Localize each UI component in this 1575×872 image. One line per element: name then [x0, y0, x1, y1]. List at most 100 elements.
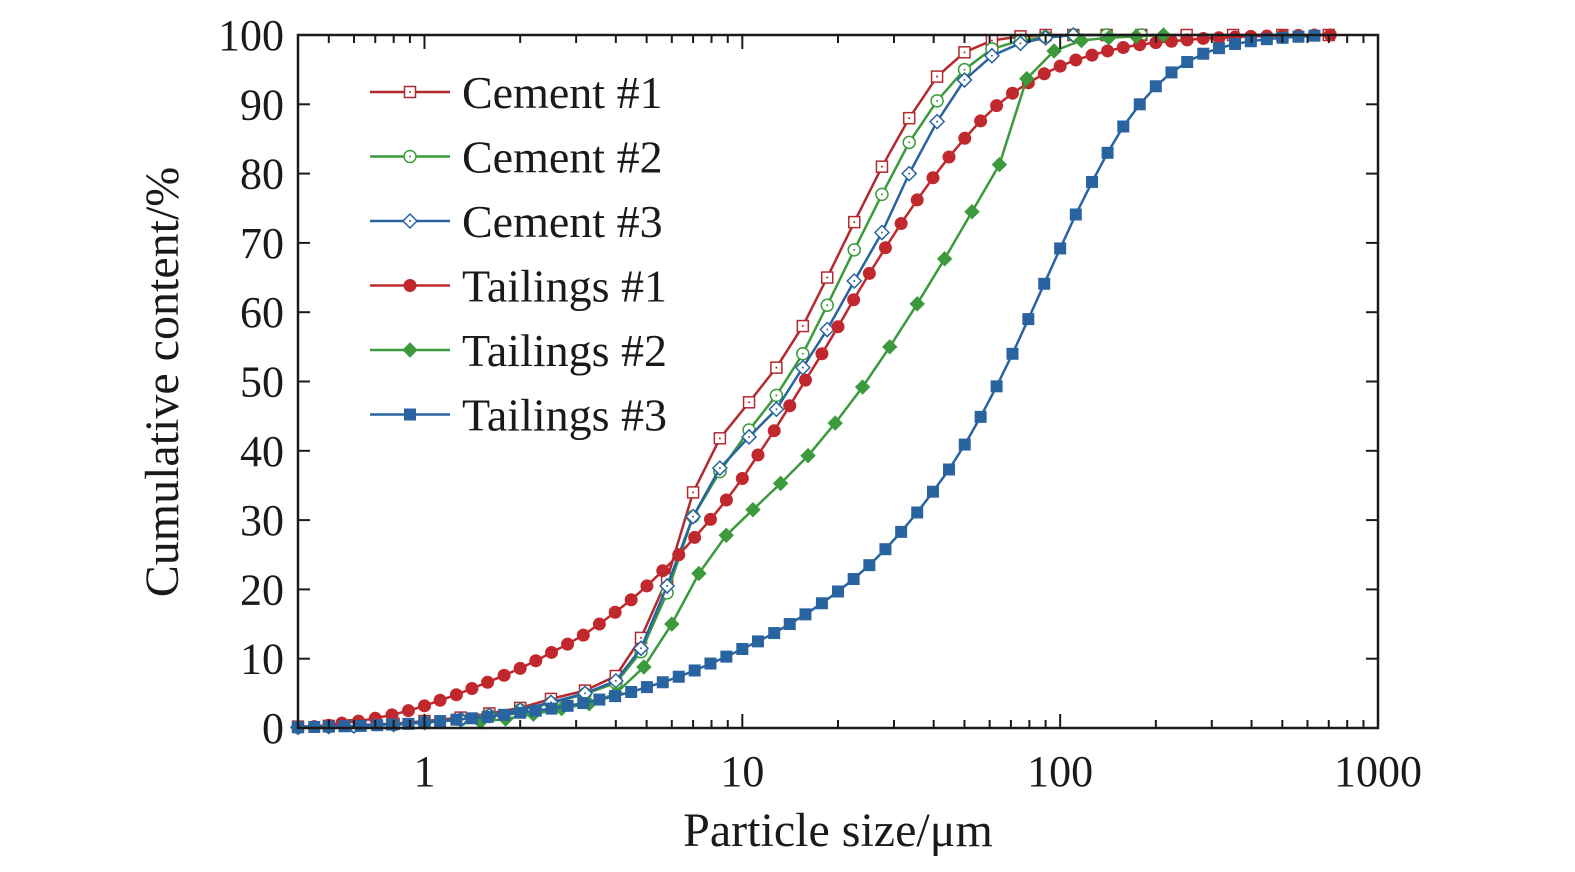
point-tailings-1-51: [1116, 40, 1130, 54]
legend-label-cement-1: Cement #1: [462, 67, 663, 118]
point-tailings-1-49: [1085, 48, 1099, 62]
point-tailings-2-22: [1073, 32, 1090, 49]
point-tailings-3-61: [1260, 33, 1273, 46]
point-tailings-3-32: [799, 608, 812, 621]
point-cement-3-23-center: [963, 79, 966, 82]
point-tailings-3-7: [402, 717, 415, 730]
point-tailings-1-8: [433, 693, 447, 707]
point-tailings-1-14: [529, 654, 543, 668]
point-cement-1-17-center: [801, 325, 804, 328]
point-cement-2-22-center: [936, 99, 939, 102]
x-axis-title: Particle size/μm: [683, 804, 993, 857]
series-line-cement-1: [297, 33, 1329, 728]
point-tailings-1-18: [592, 617, 606, 631]
legend-marker-tailings-2: [402, 342, 418, 358]
x-axis-ticks: 1 10 100 1000: [297, 35, 1422, 796]
point-cement-2-23-center: [963, 68, 966, 71]
point-tailings-3-37: [879, 543, 892, 556]
point-tailings-3-43: [974, 410, 987, 423]
legend-marker-cement-3-center: [409, 220, 411, 222]
point-tailings-3-20: [609, 690, 622, 703]
y-tick-label: 100: [218, 11, 284, 60]
point-tailings-3-51: [1101, 146, 1114, 159]
point-tailings-1-33: [831, 320, 845, 334]
point-tailings-3-3: [338, 720, 351, 733]
point-tailings-2-18: [964, 204, 980, 220]
point-cement-3-15-center: [748, 435, 751, 438]
point-cement-1-23-center: [963, 51, 966, 54]
point-tailings-1-43: [990, 99, 1004, 113]
point-tailings-3-15: [529, 704, 542, 717]
point-tailings-3-14: [514, 706, 527, 719]
point-tailings-2-12: [800, 447, 816, 464]
point-cement-3-21-center: [908, 172, 911, 175]
y-tick-label: 30: [240, 496, 284, 545]
point-cement-3-10-center: [614, 679, 617, 682]
y-tick-label: 60: [240, 288, 284, 337]
series-line-cement-2: [297, 33, 1142, 729]
legend-item-cement-1: Cement #1: [370, 67, 663, 118]
point-tailings-1-35: [862, 266, 876, 280]
point-tailings-1-34: [847, 293, 861, 307]
y-tick-label: 70: [240, 219, 284, 268]
point-tailings-2-8: [691, 565, 707, 582]
point-cement-1-21-center: [908, 117, 911, 120]
point-tailings-3-6: [385, 718, 398, 731]
legend-item-cement-3: Cement #3: [370, 196, 663, 247]
point-tailings-3-39: [911, 506, 924, 519]
point-tailings-1-15: [545, 645, 559, 659]
point-cement-3-9-center: [584, 692, 587, 695]
series-line-cement-3: [297, 33, 1074, 729]
point-tailings-2-16: [909, 296, 925, 312]
y-tick-label: 80: [240, 150, 284, 199]
point-tailings-1-36: [878, 241, 892, 255]
point-tailings-1-23: [672, 548, 686, 562]
y-tick-label: 90: [240, 80, 284, 129]
point-tailings-3-47: [1038, 277, 1051, 290]
point-cement-1-19-center: [853, 221, 856, 224]
legend-label-tailings-1: Tailings #1: [462, 261, 667, 312]
point-cement-2-20-center: [880, 193, 883, 196]
point-tailings-1-6: [401, 704, 415, 718]
legend-label-tailings-3: Tailings #3: [462, 390, 667, 441]
legend-label-tailings-2: Tailings #2: [462, 325, 667, 376]
point-tailings-1-20: [624, 593, 638, 607]
point-tailings-3-49: [1069, 208, 1082, 221]
point-tailings-3-17: [561, 699, 574, 712]
point-tailings-1-38: [910, 193, 924, 207]
point-tailings-3-42: [958, 438, 971, 451]
point-tailings-3-56: [1181, 56, 1194, 69]
point-tailings-3-58: [1212, 42, 1225, 55]
point-cement-3-17-center: [801, 366, 804, 369]
point-tailings-3-45: [1006, 347, 1019, 360]
point-tailings-3-19: [593, 693, 606, 706]
point-cement-1-14-center: [718, 437, 721, 440]
point-tailings-1-42: [974, 114, 988, 128]
point-tailings-2-10: [745, 501, 761, 518]
legend-label-cement-2: Cement #2: [462, 132, 663, 183]
point-tailings-3-10: [450, 713, 463, 726]
point-cement-3-25-center: [1019, 42, 1022, 45]
point-tailings-1-26: [719, 493, 733, 507]
point-cement-3-19-center: [853, 280, 856, 283]
point-tailings-3-40: [926, 485, 939, 498]
point-tailings-3-11: [465, 712, 478, 725]
point-tailings-3-5: [371, 719, 384, 732]
point-tailings-3-53: [1133, 98, 1146, 111]
point-tailings-3-36: [863, 559, 876, 572]
point-cement-2-21-center: [908, 141, 911, 144]
legend-label-cement-3: Cement #3: [462, 196, 663, 247]
y-tick-label: 50: [240, 358, 284, 407]
point-cement-1-11-center: [640, 636, 643, 639]
point-tailings-1-19: [608, 605, 622, 619]
point-tailings-2-6: [636, 659, 652, 675]
point-tailings-3-33: [815, 597, 828, 610]
point-tailings-1-28: [751, 448, 765, 462]
point-cement-3-22-center: [936, 120, 939, 123]
point-cement-2-17-center: [801, 352, 804, 355]
point-tailings-1-37: [894, 216, 908, 230]
y-tick-label: 10: [240, 635, 284, 684]
point-cement-1-22-center: [936, 75, 939, 78]
point-tailings-3-31: [783, 618, 796, 631]
point-tailings-2-13: [827, 415, 843, 431]
